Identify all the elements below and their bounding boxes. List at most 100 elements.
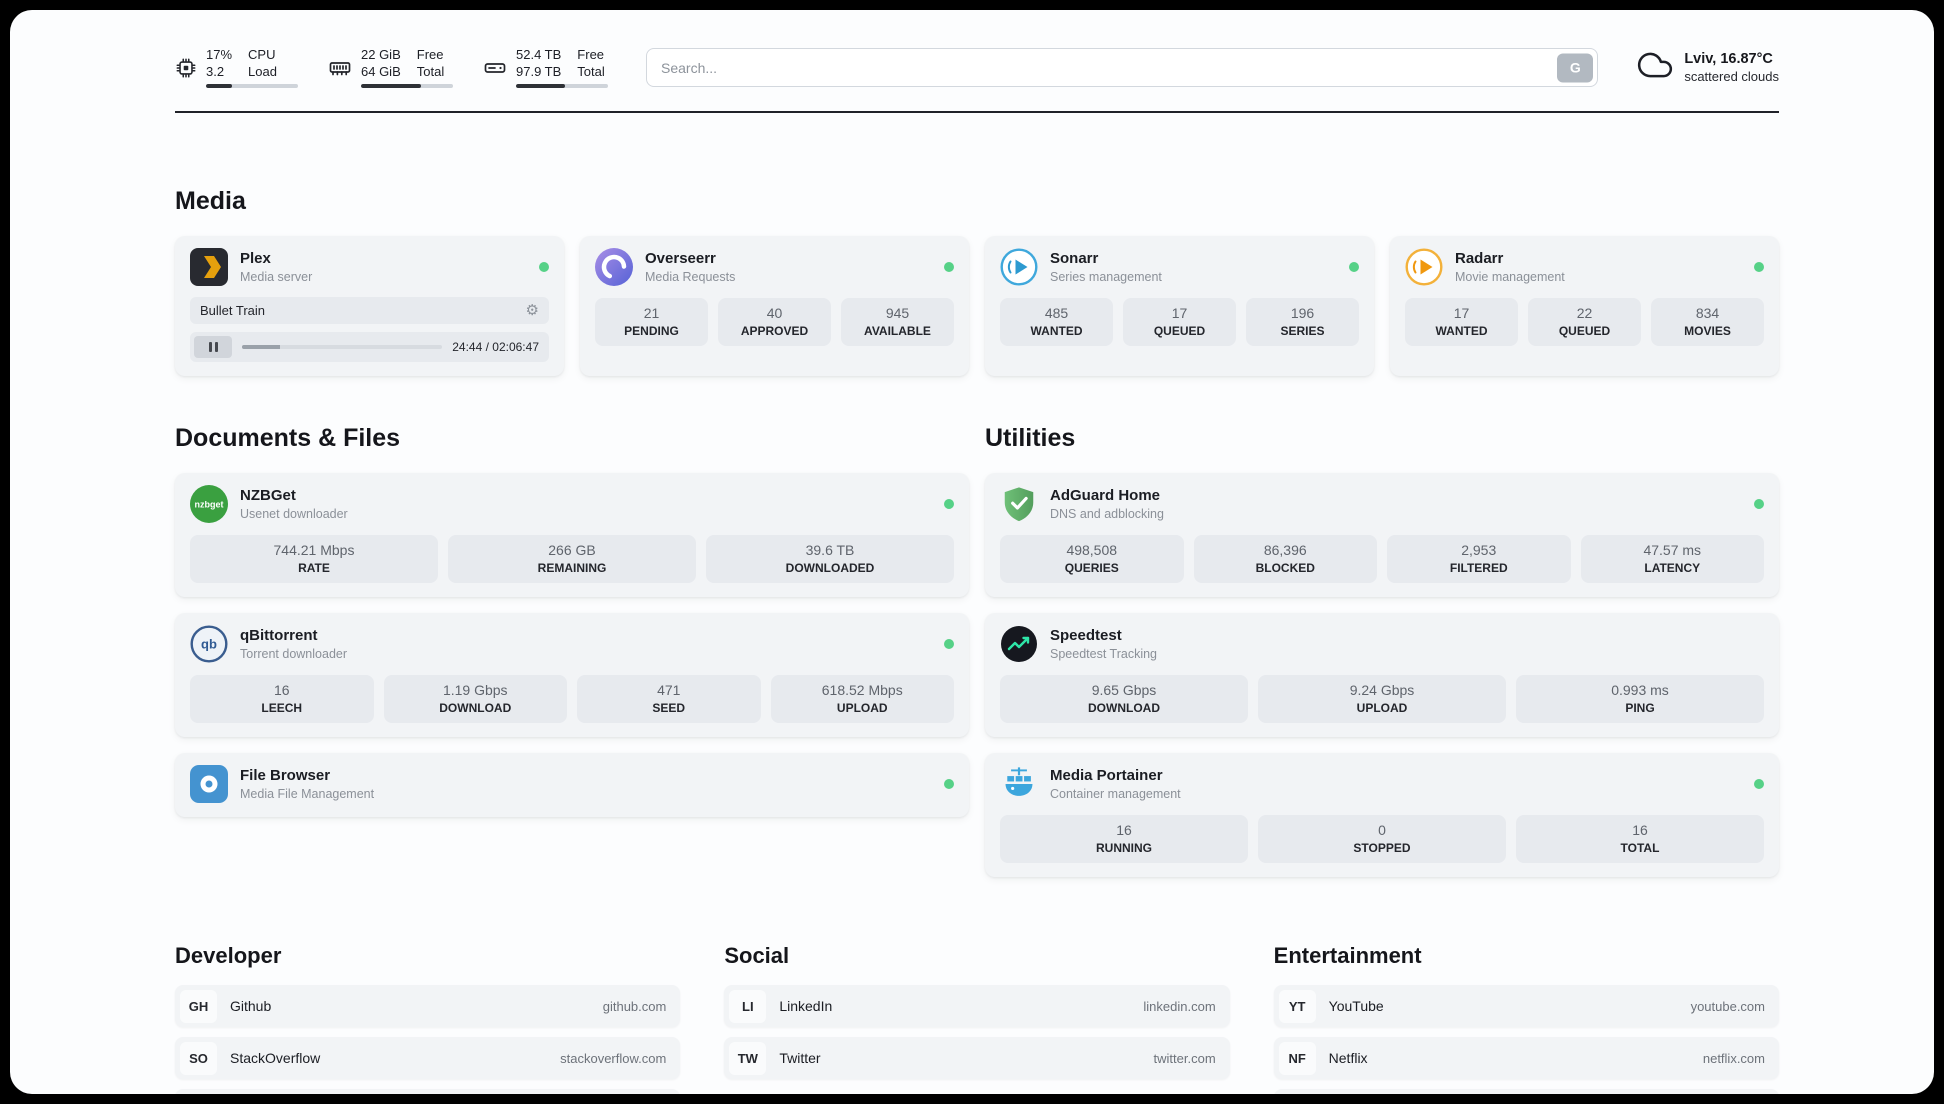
bookmark-stackoverflow[interactable]: SO StackOverflow stackoverflow.com bbox=[175, 1037, 681, 1079]
stat-upload: 9.24 Gbps UPLOAD bbox=[1258, 675, 1506, 723]
status-dot-online bbox=[1754, 262, 1764, 272]
app-name: Sonarr bbox=[1050, 250, 1099, 267]
stat-stopped: 0 STOPPED bbox=[1258, 815, 1506, 863]
app-name: File Browser bbox=[240, 767, 331, 784]
app-subtitle: Media File Management bbox=[240, 787, 375, 801]
section-title-utilities: Utilities bbox=[985, 424, 1076, 452]
app-subtitle: Usenet downloader bbox=[240, 507, 348, 521]
ram-total-value: 64 GiB bbox=[361, 64, 401, 79]
stat-pending: 21 PENDING bbox=[595, 298, 708, 346]
app-name: qBittorrent bbox=[240, 627, 318, 644]
weather-location: Lviv, 16.87°C bbox=[1684, 51, 1773, 67]
stat-ping: 0.993 ms PING bbox=[1516, 675, 1764, 723]
playback-progress-bar[interactable] bbox=[242, 345, 443, 349]
bookmark-abbr: RE bbox=[1278, 1093, 1316, 1094]
bookmark-abbr: NF bbox=[1278, 1041, 1316, 1075]
plex-icon bbox=[190, 248, 228, 286]
stat-label: DOWNLOAD bbox=[439, 701, 512, 715]
bookmarks-title-social: Social bbox=[724, 943, 790, 968]
radarr-icon bbox=[1405, 248, 1443, 286]
app-subtitle: Media server bbox=[240, 270, 313, 284]
bookmark-abbr: SO bbox=[180, 1041, 217, 1075]
app-card-nzbget[interactable]: nzbget NZBGet Usenet downloader 744.21 M… bbox=[175, 473, 969, 597]
memory-icon bbox=[328, 56, 352, 80]
section-title-media: Media bbox=[175, 187, 246, 215]
app-card-radarr[interactable]: Radarr Movie management 17 WANTED 22 QUE… bbox=[1390, 236, 1779, 376]
app-subtitle: Container management bbox=[1050, 787, 1181, 801]
stat-value: 86,396 bbox=[1263, 542, 1307, 558]
bookmark-reddit[interactable]: RE Reddit reddit.com bbox=[1273, 1089, 1779, 1094]
disk-free-value: 52.4 TB bbox=[516, 47, 562, 62]
bookmark-url: linkedin.com bbox=[1143, 998, 1216, 1014]
disk-total-value: 97.9 TB bbox=[516, 64, 562, 79]
app-card-portainer[interactable]: Media Portainer Container management 16 … bbox=[985, 753, 1779, 877]
app-subtitle: Media Requests bbox=[645, 270, 736, 284]
bookmark-github[interactable]: GH Github github.com bbox=[175, 985, 681, 1027]
stat-rate: 744.21 Mbps RATE bbox=[190, 535, 438, 583]
ram-free-label: Free bbox=[416, 47, 444, 62]
status-dot-online bbox=[944, 639, 954, 649]
media-cards-row: Plex Media server Bullet Train ⚙ 24:44 /… bbox=[175, 236, 1779, 376]
stat-label: PING bbox=[1625, 701, 1655, 715]
stat-queries: 498,508 QUERIES bbox=[1000, 535, 1184, 583]
stat-label: PENDING bbox=[624, 324, 679, 338]
overseerr-icon bbox=[595, 248, 633, 286]
stat-wanted: 17 WANTED bbox=[1405, 298, 1518, 346]
now-playing-title: Bullet Train bbox=[200, 303, 266, 318]
stat-upload: 618.52 Mbps UPLOAD bbox=[770, 675, 954, 723]
app-card-qbittorrent[interactable]: qb qBittorrent Torrent downloader 16 LEE… bbox=[175, 613, 969, 737]
stat-value: 16 bbox=[1632, 822, 1648, 838]
playback-time: 24:44 / 02:06:47 bbox=[452, 340, 539, 354]
search-input[interactable] bbox=[646, 48, 1599, 87]
bookmark-dev[interactable]: DT DEV dev.to bbox=[175, 1089, 681, 1094]
bookmark-url: netflix.com bbox=[1702, 1050, 1765, 1066]
ram-progress-bar bbox=[361, 84, 453, 88]
stat-value: 16 bbox=[273, 682, 290, 698]
app-card-overseerr[interactable]: Overseerr Media Requests 21 PENDING 40 A… bbox=[580, 236, 969, 376]
stat-value: 618.52 Mbps bbox=[821, 682, 903, 698]
gear-icon[interactable]: ⚙ bbox=[525, 302, 539, 319]
bookmark-url: stackoverflow.com bbox=[560, 1050, 667, 1066]
disk-total-label: Total bbox=[577, 64, 605, 79]
stat-value: 0 bbox=[1378, 822, 1386, 838]
stat-remaining: 266 GB REMAINING bbox=[448, 535, 696, 583]
app-card-adguard[interactable]: AdGuard Home DNS and adblocking 498,508 … bbox=[985, 473, 1779, 597]
app-subtitle: DNS and adblocking bbox=[1050, 507, 1164, 521]
cloud-icon bbox=[1636, 46, 1674, 89]
stat-label: QUERIES bbox=[1064, 561, 1119, 575]
stat-downloaded: 39.6 TB DOWNLOADED bbox=[706, 535, 954, 583]
app-name: AdGuard Home bbox=[1050, 487, 1161, 504]
bookmark-linkedin[interactable]: LI LinkedIn linkedin.com bbox=[724, 985, 1230, 1027]
weather-condition: scattered clouds bbox=[1684, 69, 1779, 84]
app-card-plex[interactable]: Plex Media server Bullet Train ⚙ 24:44 /… bbox=[175, 236, 564, 376]
bookmark-abbr: LI bbox=[729, 989, 767, 1023]
stat-label: UPLOAD bbox=[1356, 701, 1408, 715]
stat-label: LEECH bbox=[261, 701, 303, 715]
stat-blocked: 86,396 BLOCKED bbox=[1193, 535, 1377, 583]
app-subtitle: Series management bbox=[1050, 270, 1162, 284]
stat-label: RATE bbox=[298, 561, 330, 575]
app-name: Media Portainer bbox=[1050, 767, 1163, 784]
bookmark-youtube[interactable]: YT YouTube youtube.com bbox=[1273, 985, 1779, 1027]
search-engine-button[interactable]: G bbox=[1557, 53, 1594, 82]
stat-approved: 40 APPROVED bbox=[718, 298, 831, 346]
documents-column: Documents & Files nzbget NZBGet Usenet d… bbox=[175, 376, 969, 893]
stat-value: 47.57 ms bbox=[1643, 542, 1702, 558]
stat-value: 0.993 ms bbox=[1611, 682, 1669, 698]
stat-label: SERIES bbox=[1280, 324, 1325, 338]
stat-value: 9.65 Gbps bbox=[1091, 682, 1157, 698]
bookmark-name: Github bbox=[230, 998, 272, 1014]
bookmark-twitter[interactable]: TW Twitter twitter.com bbox=[724, 1037, 1230, 1079]
app-card-speedtest[interactable]: Speedtest Speedtest Tracking 9.65 Gbps D… bbox=[985, 613, 1779, 737]
pause-button[interactable] bbox=[194, 336, 232, 358]
utilities-column: Utilities AdGuard Home bbox=[985, 376, 1779, 893]
app-card-filebrowser[interactable]: File Browser Media File Management bbox=[175, 753, 969, 817]
portainer-icon bbox=[1000, 765, 1038, 803]
bookmark-netflix[interactable]: NF Netflix netflix.com bbox=[1273, 1037, 1779, 1079]
stat-value: 9.24 Gbps bbox=[1349, 682, 1415, 698]
cpu-percent: 17% bbox=[206, 47, 233, 62]
app-card-sonarr[interactable]: Sonarr Series management 485 WANTED 17 Q… bbox=[985, 236, 1374, 376]
bookmark-abbr: DT bbox=[180, 1093, 217, 1094]
stat-series: 196 SERIES bbox=[1246, 298, 1359, 346]
